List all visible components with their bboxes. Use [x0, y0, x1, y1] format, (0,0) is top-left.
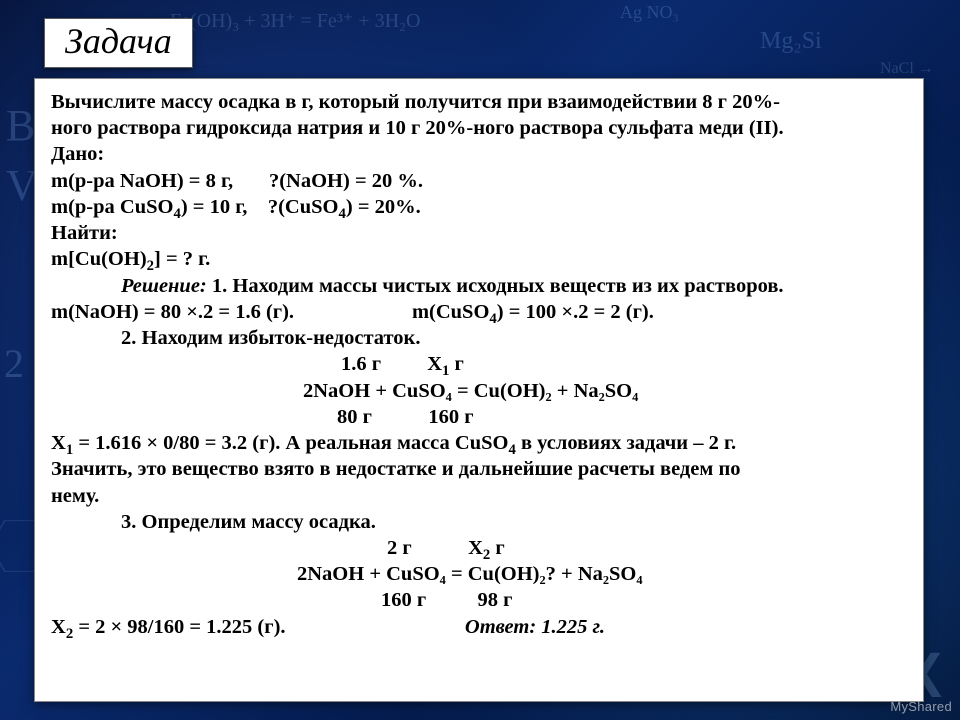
- given-cuso4-mass-tail: ) = 10 г,: [181, 196, 248, 218]
- background-formula: Mg₂Si: [760, 28, 822, 55]
- problem-statement-line1: Вычислите массу осадка в г, который полу…: [51, 89, 907, 115]
- eq2-top-b-tail: г: [490, 537, 504, 559]
- given-naoh-mass: m(р-ра NaOH) = 8 г,: [51, 170, 233, 192]
- step1-calc-line: m(NaOH) = 80 ×.2 = 1.6 (г). m(CuSO4) = 1…: [51, 299, 907, 325]
- given-naoh-percent: ?(NaOH) = 20 %.: [269, 170, 423, 192]
- background-formula: Ag NO₃: [620, 2, 679, 23]
- step1-calc-naoh: m(NaOH) = 80 ×.2 = 1.6 (г).: [51, 301, 294, 323]
- eq1-top-b-tail: г: [449, 353, 463, 375]
- eq2-top-row: 2 г X2 г: [51, 535, 907, 561]
- answer-line: X2 = 2 × 98/160 = 1.225 (г). Ответ: 1.22…: [51, 614, 907, 640]
- step1-calc-cuso4-pre: m(CuSO: [412, 301, 489, 323]
- given-cuso4-percent-tail: ) = 20%.: [346, 196, 421, 218]
- answer-pre: X: [51, 616, 66, 638]
- eq2-bot-b: 98 г: [477, 589, 512, 611]
- eq1-bot-row: 80 г 160 г: [51, 404, 907, 430]
- find-tail: ] = ? г.: [154, 248, 210, 270]
- given-cuso4-percent-pre: ?(CuSO: [268, 196, 339, 218]
- find-pre: m[Cu(OH): [51, 248, 147, 270]
- background-formula: Fe(OH)₃ + 3H⁺ = Fe³⁺ + 3H₂O: [170, 8, 420, 33]
- step-3-text: 3. Определим массу осадка.: [51, 509, 907, 535]
- background-formula: 2: [4, 340, 24, 387]
- eq1-main: 2NaOH + CuSO₄ = Cu(OH)₂ + Na₂SO₄: [51, 378, 907, 404]
- step-2-text: 2. Находим избыток-недостаток.: [51, 325, 907, 351]
- background-formula: B: [6, 100, 35, 151]
- x1-tail: в условиях задачи – 2 г.: [516, 432, 736, 454]
- given-line-2: m(р-ра CuSO4) = 10 г, ?(CuSO4) = 20%.: [51, 194, 907, 220]
- eq2-top-a: 2 г: [387, 537, 412, 559]
- x1-mid: = 1.616 × 0/80 = 3.2 (г). А реальная мас…: [73, 432, 508, 454]
- given-cuso4-sub1: 4: [173, 206, 180, 222]
- answer-label: Ответ: 1.225 г.: [465, 616, 605, 638]
- eq1-top-b-pre: X: [427, 353, 442, 375]
- eq1-top-a: 1.6 г: [341, 353, 381, 375]
- eq1-bot-b: 160 г: [428, 406, 473, 428]
- given-cuso4-mass-pre: m(р-ра CuSO: [51, 196, 173, 218]
- eq1-top-row: 1.6 г X1 г: [51, 351, 907, 377]
- solution-line: Решение: 1. Находим массы чистых исходны…: [51, 273, 907, 299]
- background-formula: V: [6, 160, 38, 211]
- eq2-main: 2NaOH + CuSO₄ = Cu(OH)₂? + Na₂SO₄: [51, 561, 907, 587]
- background-formula: NaCl →: [880, 60, 934, 78]
- slide-title: Задача: [65, 21, 172, 61]
- eq2-bot-row: 160 г 98 г: [51, 587, 907, 613]
- step-1-text: 1. Находим массы чистых исходных веществ…: [207, 275, 784, 297]
- step1-calc-cuso4-tail: ) = 100 ×.2 = 2 (г).: [497, 301, 654, 323]
- given-line-1: m(р-ра NaOH) = 8 г, ?(NaOH) = 20 %.: [51, 168, 907, 194]
- eq2-bot-a: 160 г: [381, 589, 426, 611]
- problem-statement-line2: ного раствора гидроксида натрия и 10 г 2…: [51, 115, 907, 141]
- x1-calc-line: X1 = 1.616 × 0/80 = 3.2 (г). А реальная …: [51, 430, 907, 456]
- x1-line-3: нему.: [51, 483, 907, 509]
- given-cuso4-sub2: 4: [339, 206, 346, 222]
- x1-pre: X: [51, 432, 66, 454]
- eq1-bot-a: 80 г: [337, 406, 372, 428]
- find-label: Найти:: [51, 220, 907, 246]
- given-label: Дано:: [51, 141, 907, 167]
- slide: Fe(OH)₃ + 3H⁺ = Fe³⁺ + 3H₂O Ag NO₃ Mg₂Si Na…: [0, 0, 960, 720]
- solution-label: Решение:: [121, 275, 207, 297]
- problem-content-box: Вычислите массу осадка в г, который полу…: [34, 78, 924, 702]
- title-box: Задача: [44, 18, 193, 68]
- step1-calc-cuso4-sub: 4: [489, 311, 496, 327]
- answer-mid: = 2 × 98/160 = 1.225 (г).: [73, 616, 285, 638]
- watermark-text: MyShared: [890, 699, 952, 714]
- x1-line-2: Значить, это вещество взято в недостатке…: [51, 456, 907, 482]
- find-line: m[Cu(OH)2] = ? г.: [51, 246, 907, 272]
- eq2-top-b-pre: X: [468, 537, 483, 559]
